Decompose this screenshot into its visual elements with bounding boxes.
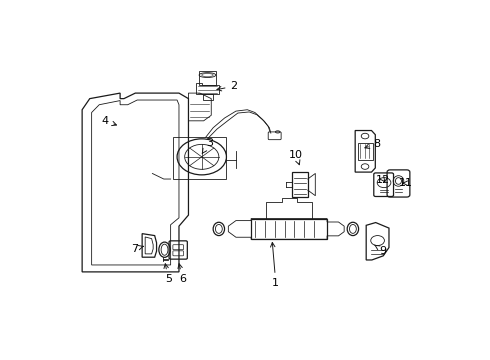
Text: 4: 4 bbox=[101, 116, 117, 126]
Bar bbox=[251, 219, 327, 239]
Text: 9: 9 bbox=[374, 245, 387, 256]
Text: 8: 8 bbox=[365, 139, 381, 149]
Text: 10: 10 bbox=[289, 150, 303, 165]
Bar bbox=[292, 172, 308, 197]
Text: 6: 6 bbox=[178, 264, 186, 284]
Text: 1: 1 bbox=[270, 243, 279, 288]
Text: 2: 2 bbox=[217, 81, 238, 91]
Text: 5: 5 bbox=[164, 264, 172, 284]
Text: 3: 3 bbox=[202, 138, 213, 153]
Text: 7: 7 bbox=[131, 244, 144, 254]
Text: 12: 12 bbox=[376, 175, 391, 185]
Text: 11: 11 bbox=[399, 178, 413, 188]
